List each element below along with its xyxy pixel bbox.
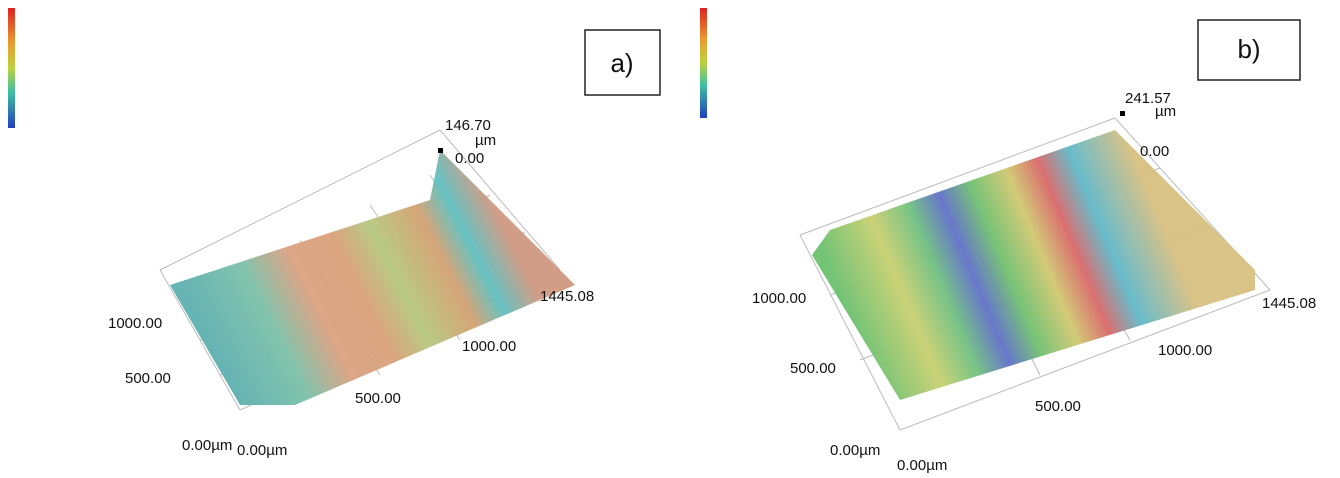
panel-b: b) 241.57 µm 0.00 1000.00 500.00 0.00µm …: [700, 8, 1316, 474]
panel-a: a) 146.70 µm 0.00 1000.00 500.00 0.00µm …: [8, 8, 661, 459]
marker: [1120, 111, 1125, 116]
x-label: 1000.00: [1158, 342, 1212, 359]
marker: [438, 148, 443, 153]
colorbar: [700, 8, 707, 118]
panel-label: a): [610, 48, 633, 78]
max-value: 146.70: [445, 117, 491, 134]
x-label: 0.00µm: [237, 442, 287, 459]
x-label: 1445.08: [1262, 295, 1316, 312]
y-label: 1000.00: [108, 315, 162, 332]
max-value: 241.57: [1125, 90, 1171, 107]
panel-label: b): [1237, 34, 1260, 64]
colorbar: [8, 8, 15, 128]
x-label: 500.00: [355, 390, 401, 407]
unit: µm: [475, 132, 496, 149]
y-label: 500.00: [790, 360, 836, 377]
x-label: 500.00: [1035, 398, 1081, 415]
label-box: [584, 29, 661, 96]
surface: [812, 130, 1255, 400]
y-label: 500.00: [125, 370, 171, 387]
x-label: 0.00µm: [897, 457, 947, 474]
zero: 0.00: [1140, 143, 1169, 160]
y-label: 0.00µm: [182, 437, 232, 454]
zero: 0.00: [455, 150, 484, 167]
y-label: 0.00µm: [830, 442, 880, 459]
x-label: 1445.08: [540, 288, 594, 305]
x-label: 1000.00: [462, 338, 516, 355]
label-box: [1197, 19, 1301, 81]
y-label: 1000.00: [752, 290, 806, 307]
surface: [170, 150, 575, 405]
unit: µm: [1155, 103, 1176, 120]
